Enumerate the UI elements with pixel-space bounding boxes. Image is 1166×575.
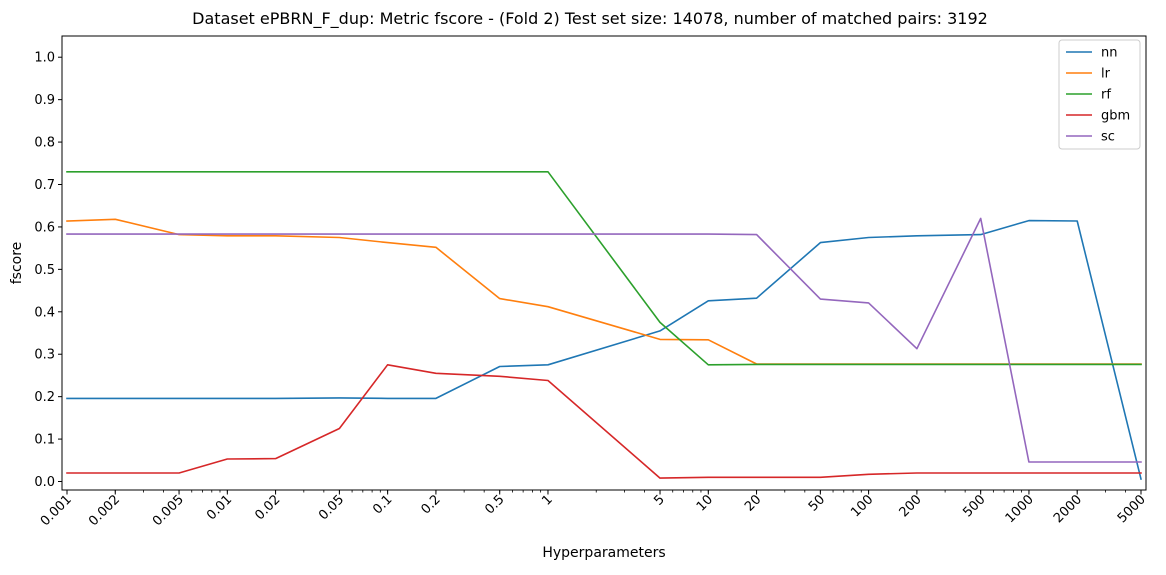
legend-label-rf: rf [1101,88,1111,103]
x-tick-label: 2000 [1051,492,1085,526]
x-tick-label: 20 [742,492,764,514]
series-line-sc [66,217,1142,463]
plot-frame [61,35,1147,491]
y-tick-label: 0.4 [34,305,55,320]
x-tick-label: 0.001 [38,492,75,529]
x-tick-label: 200 [897,492,925,520]
series-line-rf [66,171,1142,366]
legend-label-gbm: gbm [1101,109,1130,124]
series-line-gbm [66,363,1142,479]
x-axis-title: Hyperparameters [542,545,665,561]
x-tick-label: 50 [806,492,828,514]
x-tick-label: 0.005 [150,492,187,529]
y-tick-label: 0.2 [34,390,55,405]
x-tick-label: 5000 [1115,492,1149,526]
plot-area [66,171,1142,480]
y-tick-label: 0.6 [34,220,55,235]
x-tick-label: 0.02 [252,492,283,523]
series-line-lr [66,218,1142,365]
y-tick-label: 1.0 [34,51,55,66]
x-tick-label: 0.1 [370,492,395,517]
y-tick-label: 0.7 [34,178,55,193]
x-tick-label: 0.5 [482,492,507,517]
x-tick-label: 10 [694,492,716,514]
x-tick-label: 1000 [1003,492,1037,526]
x-tick-label: 1 [539,492,555,508]
y-axis-title: fscore [9,242,25,285]
y-tick-label: 0.3 [34,348,55,363]
legend-label-sc: sc [1101,130,1115,145]
x-tick-label: 0.01 [204,492,235,523]
x-tick-label: 0.05 [316,492,347,523]
x-tick-label: 0.002 [86,492,123,529]
x-tick-label: 5 [651,492,667,508]
legend-label-nn: nn [1101,46,1117,61]
x-tick-label: 100 [848,492,876,520]
y-tick-label: 0.8 [34,136,55,151]
y-tick-label: 0.5 [34,263,55,278]
y-tick-label: 0.1 [34,433,55,448]
legend-label-lr: lr [1101,67,1111,82]
legend: nn lr rf gbm sc [1058,39,1141,150]
y-tick-label: 0.0 [34,475,55,490]
legend-box [1058,39,1141,150]
x-axis: 0.001 0.002 0.005 0.01 0.02 0.05 0.1 0.2 0.5 1 5 10… [38,490,1149,529]
y-tick-label: 0.9 [34,93,55,108]
x-tick-label: 0.2 [419,492,444,517]
chart-title: Dataset ePBRN_F_dup: Metric fscore - (Fo… [192,9,988,29]
series-line-nn [66,219,1142,480]
y-axis: 0.0 0.1 0.2 0.3 0.4 0.5 0.6 0.7 0.8 0.9 1.0 [34,51,62,490]
x-tick-label: 500 [960,492,988,520]
